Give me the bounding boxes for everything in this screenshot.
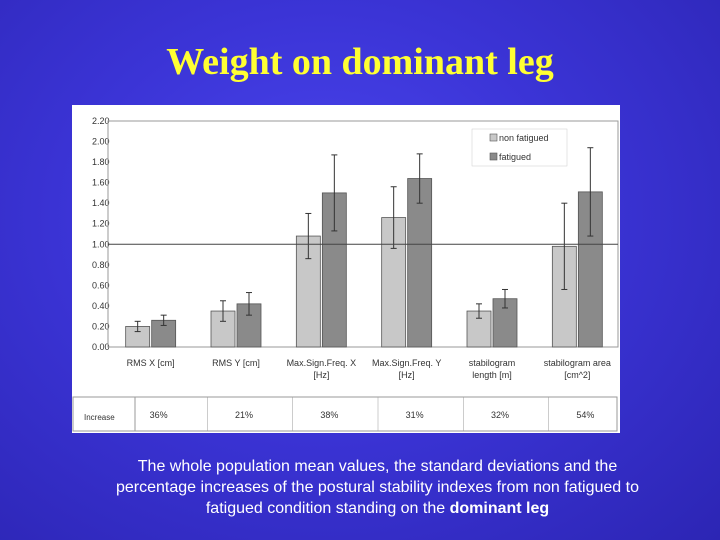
bar-chart: 0.00 0.20 0.40 0.60 0.80 1.00 1.20 1.40 1.60 1.80…: [72, 116, 619, 432]
caption-text: The whole population mean values, the st…: [116, 458, 639, 517]
increase-value: 36%: [150, 410, 168, 420]
increase-value: 31%: [406, 410, 424, 420]
y-tick-label: 2.20: [92, 116, 110, 126]
x-category-label: [cm^2]: [564, 370, 590, 380]
increase-value: 32%: [491, 410, 509, 420]
caption: The whole population mean values, the st…: [100, 456, 655, 519]
x-category-label: stabilogram area: [544, 358, 611, 368]
legend-box: [471, 128, 568, 167]
y-tick-label: 1.80: [92, 157, 110, 167]
x-category-label: stabilogram: [469, 358, 516, 368]
y-tick-label: 1.20: [92, 219, 110, 229]
x-category-label: RMS Y [cm]: [212, 358, 260, 368]
legend-label: fatigued: [499, 152, 531, 162]
y-tick-label: 0.60: [92, 280, 110, 290]
x-category-label: Max.Sign.Freq. X: [287, 358, 357, 368]
increase-table: [72, 396, 618, 432]
increase-value: 54%: [576, 410, 594, 420]
y-tick-label: 0.20: [92, 321, 110, 331]
y-tick-label: 2.00: [92, 137, 110, 147]
legend-swatch: [489, 133, 498, 142]
y-tick-label: 1.60: [92, 178, 110, 188]
x-category-label: RMS X [cm]: [127, 358, 175, 368]
y-tick-label: 0.40: [92, 301, 110, 311]
x-category-label: [Hz]: [313, 370, 329, 380]
bar-fatigued: [407, 178, 433, 348]
increase-row-label: Increase: [84, 413, 115, 422]
y-tick-label: 1.40: [92, 198, 110, 208]
slide-title: Weight on dominant leg: [166, 41, 554, 83]
caption-bold: dominant leg: [449, 500, 550, 517]
increase-value: 21%: [235, 410, 253, 420]
y-tick-label: 0.80: [92, 260, 110, 270]
y-tick-label: 0.00: [92, 342, 110, 352]
increase-value: 38%: [320, 410, 338, 420]
y-tick-label: 1.00: [92, 239, 110, 249]
legend-label: non fatigued: [499, 133, 549, 143]
x-category-label: Max.Sign.Freq. Y: [372, 358, 441, 368]
x-category-label: [Hz]: [399, 370, 415, 380]
plot-frame: [107, 120, 619, 348]
x-category-label: length [m]: [472, 370, 512, 380]
chart-area: 0.00 0.20 0.40 0.60 0.80 1.00 1.20 1.40 1.60 1.80…: [72, 105, 620, 433]
legend-swatch: [489, 152, 498, 161]
